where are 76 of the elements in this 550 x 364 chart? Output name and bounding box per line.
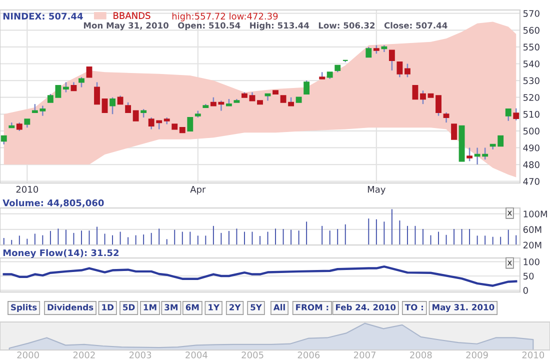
candlestick [63, 82, 69, 93]
x-tick-label: 2009 [466, 352, 488, 358]
text: May 31. 2010 [432, 304, 494, 312]
candlestick [388, 50, 395, 72]
annotation: x [508, 210, 512, 216]
text: Dividends [48, 304, 94, 310]
chart-title: Money Flow(14): 31.52 [3, 249, 119, 258]
y-tick-label: 490 [523, 144, 540, 152]
x-tick-label: 2007 [354, 352, 376, 358]
candlestick [102, 98, 108, 114]
candlestick [443, 112, 450, 124]
candlestick [436, 95, 442, 116]
text: 3M [164, 304, 178, 310]
candlestick [132, 110, 139, 122]
text: Mon May 31, 2010 Open: 510.54 High: 513.44 Low: 506.32 Close: 507.44 [84, 22, 448, 30]
y-tick-label: 560 [523, 26, 540, 34]
text: Feb 24. 2010 [336, 304, 396, 310]
x-tick-label: 2006 [298, 352, 320, 358]
candlestick [94, 82, 100, 105]
candlestick [412, 85, 418, 100]
text: FROM : [296, 304, 328, 310]
x-tick-label: 2003 [129, 352, 152, 358]
candlestick [110, 96, 116, 115]
candlestick [86, 66, 92, 78]
x-tick-label: 2010 [16, 186, 38, 193]
x-tick-label: May [368, 186, 386, 195]
candlestick [404, 63, 410, 78]
text: All [273, 304, 285, 310]
candlestick [505, 108, 512, 122]
y-tick-label: 100 [524, 258, 540, 266]
x-tick-label: 2004 [186, 352, 208, 358]
text: 5Y [250, 304, 262, 310]
x-tick-label: 2010 [522, 352, 544, 358]
text: 1M [144, 304, 156, 310]
x-tick-label: 2002 [73, 352, 95, 358]
x-tick-label: 2008 [410, 352, 432, 358]
chart-title: Volume: 44,805,060 [2, 199, 104, 208]
candlestick [125, 102, 132, 114]
y-tick-label: 520 [523, 94, 540, 101]
text: TO : [404, 304, 423, 310]
y-tick-label: 500 [523, 128, 540, 134]
text: 1Y [208, 304, 220, 310]
candlestick [466, 147, 473, 162]
candlestick [304, 80, 310, 95]
chart-title: NINDEX: 507.44 [3, 12, 83, 20]
candlestick [396, 61, 403, 78]
y-tick-label: 60M [523, 226, 542, 233]
candlestick [366, 46, 372, 58]
y-tick-label: 480 [523, 161, 540, 168]
y-tick-label: 470 [523, 178, 540, 185]
x-tick-label: 2000 [17, 352, 39, 358]
candlestick [78, 76, 84, 88]
y-tick-label: 50 [523, 272, 534, 280]
text: 1D [102, 304, 114, 310]
text: 5D [123, 304, 135, 310]
y-tick-label: 20M [523, 242, 542, 249]
y-tick-label: 510 [523, 110, 540, 118]
text: 6M [186, 304, 199, 310]
x-tick-label: Apr [190, 186, 206, 195]
candlestick [187, 116, 194, 132]
y-tick-label: 540 [523, 60, 540, 68]
text: 2Y [230, 304, 241, 310]
legend-label: BBANDS [114, 12, 150, 19]
candlestick [420, 90, 426, 105]
line-series [2, 265, 518, 287]
y-tick-label: 570 [523, 10, 540, 17]
annotation: high:557.72 low:472.39 [172, 12, 278, 22]
candlestick [451, 124, 457, 140]
y-tick-label: 0 [523, 287, 528, 294]
x-tick-label: 2005 [242, 352, 264, 358]
y-tick-label: 550 [523, 44, 540, 51]
candlestick [513, 108, 520, 121]
y-tick-label: 530 [523, 77, 540, 84]
text: Splits [11, 304, 37, 312]
y-tick-label: 100M [524, 210, 547, 218]
annotation: x [508, 260, 512, 266]
